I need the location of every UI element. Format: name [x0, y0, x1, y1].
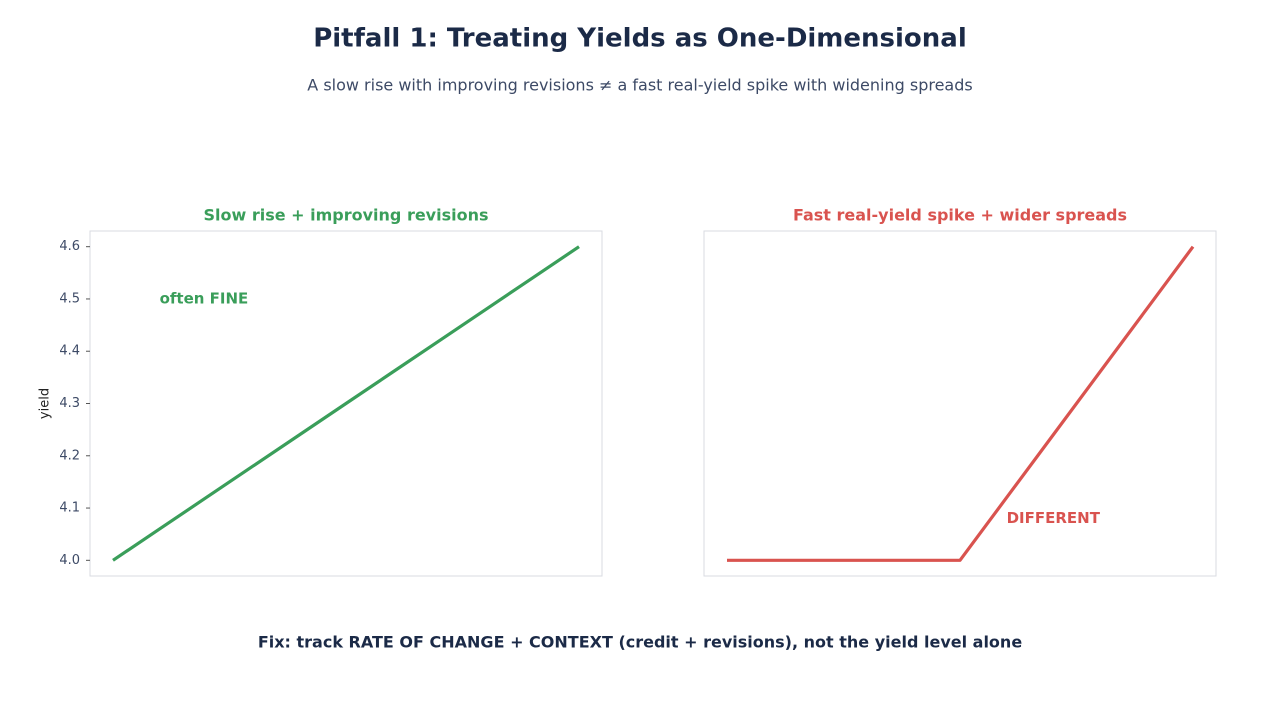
y-tick-label: 4.4	[59, 344, 80, 359]
plot-frame	[703, 230, 1217, 577]
panel-title: Fast real-yield spike + wider spreads	[793, 206, 1127, 225]
page-title: Pitfall 1: Treating Yields as One-Dimens…	[313, 24, 967, 54]
series-line	[112, 245, 580, 562]
footer-note: Fix: track RATE OF CHANGE + CONTEXT (cre…	[258, 633, 1023, 652]
y-tick-label: 4.2	[59, 448, 80, 463]
y-tick-label: 4.0	[59, 553, 80, 568]
y-tick-label: 4.6	[59, 239, 80, 254]
series-line	[727, 245, 1195, 562]
page-subtitle: A slow rise with improving revisions ≠ a…	[307, 76, 972, 95]
y-tick-label: 4.5	[59, 291, 80, 306]
panel-title: Slow rise + improving revisions	[203, 206, 488, 225]
y-tick-label: 4.3	[59, 396, 80, 411]
annotation: often FINE	[160, 289, 249, 307]
y-tick-label: 4.1	[59, 501, 80, 516]
annotation: DIFFERENT	[1007, 509, 1101, 527]
y-axis-label: yield	[38, 388, 53, 419]
